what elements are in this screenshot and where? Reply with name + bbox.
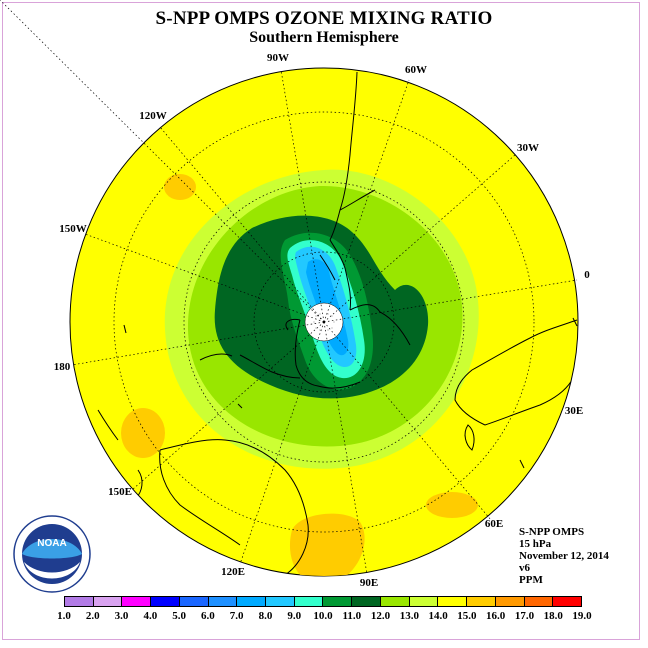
colorbar-label: 19.0: [572, 610, 592, 622]
info-units: PPM: [519, 574, 543, 586]
colorbar-label: 10.0: [313, 610, 333, 622]
orange-patch: [164, 174, 196, 200]
noaa-logo-text: NOAA: [37, 538, 66, 549]
colorbar-segment: [208, 597, 238, 606]
colorbar-label: 16.0: [486, 610, 506, 622]
colorbar-segment: [467, 597, 496, 606]
colorbar-label: 9.0: [287, 610, 302, 622]
colorbar-label: 2.0: [85, 610, 100, 622]
meridians: [0, 0, 578, 575]
colorbar-segment: [151, 597, 180, 606]
longitude-labels: 90W 60W 30W 0 30E 60E 90E 120E 150E 180 150W 120W: [54, 52, 591, 589]
colorbar-label: 14.0: [428, 610, 448, 622]
longitude-label: 30W: [517, 142, 539, 154]
colorbar-segment: [93, 597, 123, 606]
info-level: 15 hPa: [519, 538, 552, 550]
colorbar-label: 13.0: [399, 610, 419, 622]
noaa-logo: NOAA: [13, 515, 91, 593]
colorbar-segment: [323, 597, 353, 606]
colorbar: [64, 596, 582, 607]
colorbar-segment: [179, 597, 209, 606]
longitude-label: 150W: [59, 223, 87, 235]
longitude-label: 120W: [139, 110, 167, 122]
colorbar-label: 18.0: [543, 610, 563, 622]
colorbar-label: 5.0: [172, 610, 186, 622]
info-instrument: S-NPP OMPS: [519, 526, 585, 538]
colorbar-label: 4.0: [143, 610, 158, 622]
colorbar-segment: [122, 597, 152, 606]
colorbar-label: 15.0: [457, 610, 477, 622]
colorbar-label: 11.0: [342, 610, 362, 622]
coastlines: [87, 71, 578, 576]
colorbar-segment: [294, 597, 324, 606]
colorbar-segment: [266, 597, 295, 606]
colorbar-segment: [438, 597, 468, 606]
info-version: v6: [519, 562, 530, 574]
map-title: S-NPP OMPS OZONE MIXING RATIO: [155, 8, 493, 29]
longitude-label: 90W: [267, 52, 289, 64]
longitude-label: 120E: [221, 566, 245, 578]
longitude-label: 180: [54, 361, 71, 373]
colorbar-segment: [409, 597, 439, 606]
colorbar-labels: 1.0 2.0 3.0 4.0 5.0 6.0 7.0 8.0 9.0 10.0 11.0 12.0 1…: [0, 610, 648, 624]
colorbar-segment: [495, 597, 525, 606]
longitude-label: 0: [584, 269, 590, 281]
colorbar-segment: [553, 597, 581, 606]
longitude-label: 60W: [405, 64, 427, 76]
colorbar-label: 7.0: [229, 610, 244, 622]
info-date: November 12, 2014: [519, 550, 609, 562]
colorbar-label: 3.0: [114, 610, 129, 622]
colorbar-label: 6.0: [201, 610, 215, 622]
longitude-label: 60E: [485, 518, 503, 530]
longitude-label: 90E: [360, 577, 378, 589]
colorbar-label: 1.0: [57, 610, 71, 622]
frame-border: [2, 2, 640, 640]
colorbar-segment: [65, 597, 94, 606]
longitude-label: 30E: [565, 405, 583, 417]
colorbar-label: 17.0: [514, 610, 535, 622]
orange-patch: [426, 492, 478, 518]
colorbar-segment: [380, 597, 410, 606]
colorbar-label: 8.0: [258, 610, 273, 622]
longitude-label: 150E: [108, 486, 132, 498]
colorbar-segment: [524, 597, 554, 606]
info-block: S-NPP OMPS 15 hPa November 12, 2014 v6 P…: [519, 526, 609, 586]
colorbar-segment: [237, 597, 267, 606]
map-subtitle: Southern Hemisphere: [249, 29, 399, 46]
orange-patch: [121, 408, 165, 458]
colorbar-segment: [352, 597, 381, 606]
colorbar-label: 12.0: [370, 610, 391, 622]
